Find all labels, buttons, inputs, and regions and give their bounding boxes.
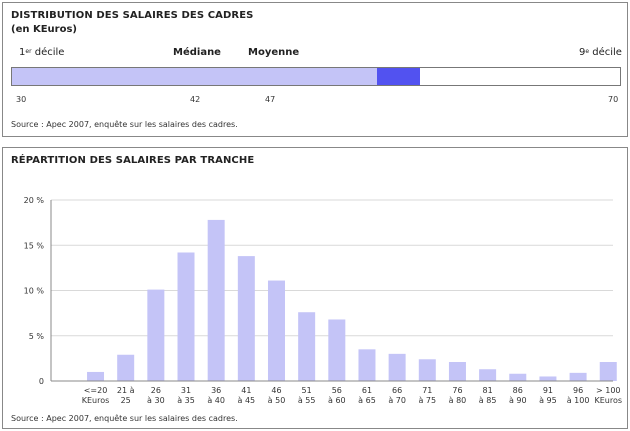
x-tick-label: 41	[241, 386, 251, 395]
repartition-source: Source : Apec 2007, enquête sur les sala…	[11, 414, 238, 423]
repartition-panel: RÉPARTITION DES SALAIRES PAR TRANCHE 0 5 …	[2, 147, 628, 429]
x-tick-label: KEuros	[594, 396, 622, 405]
bar	[418, 359, 436, 381]
range-segment-d1-median	[12, 68, 377, 85]
x-tick-label: à 70	[388, 396, 406, 405]
x-tick-label: 96	[573, 386, 583, 395]
median-label: Médiane	[173, 47, 221, 58]
repartition-title: RÉPARTITION DES SALAIRES PAR TRANCHE	[11, 155, 255, 166]
y-tick-label: 0	[39, 377, 44, 386]
x-tick-label: à 95	[539, 396, 557, 405]
x-tick-label: à 35	[177, 396, 195, 405]
first-decile-number: 1	[19, 47, 26, 58]
x-tick-label: 91	[543, 386, 553, 395]
x-tick-label: 76	[452, 386, 462, 395]
bar	[358, 349, 376, 381]
value-mean: 47	[265, 95, 276, 104]
value-d1: 30	[16, 95, 27, 104]
first-decile-suffix: er	[25, 48, 32, 55]
x-tick-label: 21 à	[117, 386, 135, 395]
salary-range-bar	[11, 67, 621, 86]
x-tick-label: 46	[271, 386, 281, 395]
bar	[388, 353, 406, 381]
x-tick-label: à 45	[238, 396, 256, 405]
x-tick-label: à 55	[298, 396, 316, 405]
x-tick-label: à 100	[567, 396, 590, 405]
x-tick-label: 25	[121, 396, 131, 405]
y-tick-label: 5 %	[29, 332, 45, 341]
bar	[237, 256, 255, 381]
x-tick-label: à 30	[147, 396, 165, 405]
bar	[509, 373, 527, 381]
bar	[267, 280, 285, 381]
x-tick-label: 26	[151, 386, 161, 395]
x-tick-label: à 40	[207, 396, 225, 405]
x-tick-label: 36	[211, 386, 221, 395]
x-tick-label: <=20	[84, 386, 108, 395]
distribution-source: Source : Apec 2007, enquête sur les sala…	[11, 120, 238, 129]
bar	[328, 319, 346, 381]
distribution-title: DISTRIBUTION DES SALAIRES DES CADRES	[11, 10, 254, 21]
x-tick-label: 51	[302, 386, 312, 395]
x-tick-label: à 80	[449, 396, 467, 405]
bar	[479, 369, 497, 381]
bar	[147, 289, 165, 381]
x-tick-label: > 100	[596, 386, 621, 395]
distribution-panel: DISTRIBUTION DES SALAIRES DES CADRES (en…	[2, 2, 628, 137]
x-tick-label: 86	[513, 386, 523, 395]
bar	[599, 361, 617, 381]
ninth-decile-suffix: e	[585, 48, 590, 55]
first-decile-word: décile	[31, 47, 65, 58]
ninth-decile-word: décile	[589, 47, 622, 58]
distribution-subtitle: (en KEuros)	[11, 24, 77, 35]
y-tick-label: 15 %	[24, 241, 45, 250]
value-median: 42	[190, 95, 201, 104]
x-tick-label: à 65	[358, 396, 376, 405]
x-tick-label: 56	[332, 386, 342, 395]
ninth-decile-label: 9e décile	[579, 47, 622, 59]
x-tick-label: à 90	[509, 396, 527, 405]
bar	[177, 252, 195, 381]
bar	[87, 371, 105, 381]
x-tick-label: 31	[181, 386, 191, 395]
bar	[117, 354, 135, 381]
x-tick-label: 61	[362, 386, 372, 395]
bar	[569, 372, 587, 381]
x-tick-label: à 50	[268, 396, 286, 405]
bar	[298, 312, 316, 381]
bar	[448, 361, 466, 381]
bar	[539, 376, 557, 381]
ninth-decile-number: 9	[579, 47, 586, 58]
x-tick-label: à 85	[479, 396, 497, 405]
x-tick-label: KEuros	[82, 396, 110, 405]
bar	[207, 219, 225, 381]
x-tick-label: à 60	[328, 396, 346, 405]
x-tick-label: à 75	[418, 396, 436, 405]
x-tick-label: 66	[392, 386, 402, 395]
range-segment-median-mean	[376, 68, 421, 85]
x-tick-label: 81	[483, 386, 493, 395]
y-tick-label: 10 %	[24, 287, 45, 296]
mean-label: Moyenne	[248, 47, 300, 58]
x-tick-label: 71	[422, 386, 432, 395]
first-decile-label: 1er décile	[19, 47, 64, 59]
y-tick-label: 20 %	[24, 196, 45, 205]
value-d9: 70	[608, 95, 619, 104]
